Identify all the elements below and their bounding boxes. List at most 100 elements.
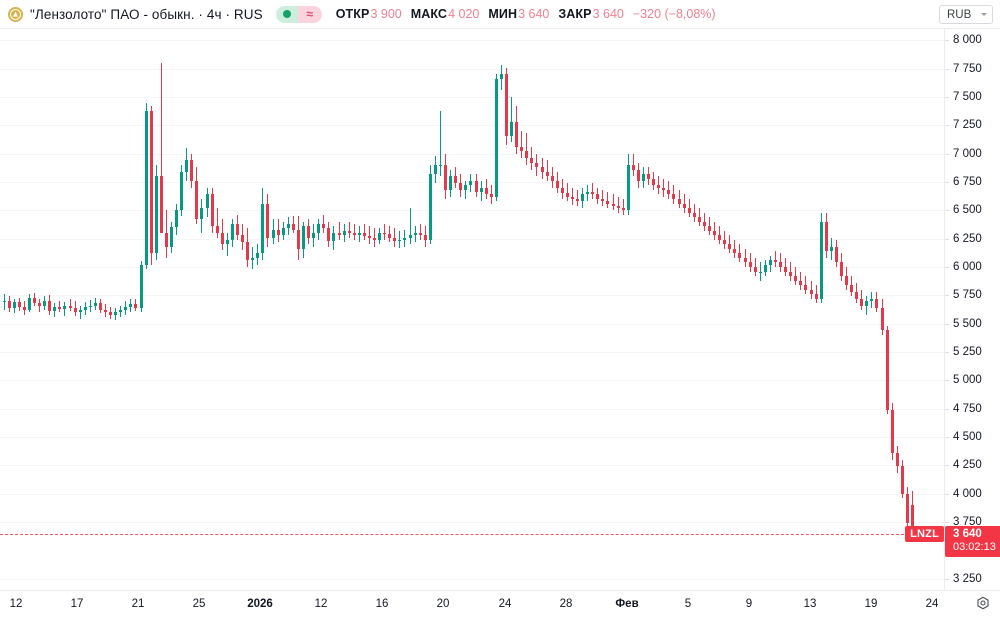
market-open-dot-icon[interactable] [275,5,298,23]
price-axis-tick [945,494,949,495]
price-axis-tick [945,352,949,353]
time-axis-label: 19 [864,598,878,610]
ohlc-high-label: МАКС [410,7,448,21]
price-axis-tick [945,154,949,155]
price-axis-label: 7 000 [953,147,982,160]
last-price-badge[interactable]: 3 640 03:02:13 [945,526,1000,557]
ohlc-readout: ОТКР 3 900 МАКС 4 020 МИН 3 640 ЗАКР 3 6… [336,7,716,21]
price-axis-label: 5 750 [953,289,982,302]
price-axis-tick [945,522,949,523]
price-axis-label: 8 000 [953,34,982,47]
price-axis-tick [945,182,949,183]
price-axis-label: 7 750 [953,62,982,75]
market-status-pills[interactable]: ≈ [275,5,322,23]
ohlc-close-label: ЗАКР [558,7,592,21]
price-axis-label: 6 500 [953,204,982,217]
time-axis-label: 12 [314,598,328,610]
time-axis-label: 13 [803,598,817,610]
price-axis-label: 6 250 [953,232,982,245]
time-axis-label: 28 [559,598,573,610]
gear-icon[interactable] [975,596,991,617]
chart-header: "Лензолото" ПАО - обыкн. · 4ч · RUS ≈ ОТ… [0,0,1000,29]
price-axis-label: 6 750 [953,176,982,188]
ticker-badge[interactable]: LNZL [905,526,944,542]
ohlc-open-value: 3 900 [370,7,402,21]
currency-select-value: RUB [947,8,972,21]
price-axis-label: 5 000 [953,374,982,387]
gridline [0,182,944,183]
time-axis-label: 9 [745,598,753,610]
price-axis-tick [945,437,949,438]
price-axis[interactable]: 3 640 03:02:13 8 000 7 750 7 500 7 250 7 000… [944,29,1000,590]
price-axis-label: 4 750 [953,402,982,415]
gridline [0,239,944,240]
wave-approx-icon[interactable]: ≈ [297,5,322,23]
ohlc-low-value: 3 640 [518,7,550,21]
gridline [0,295,944,296]
time-axis-label: 2026 [247,598,273,610]
price-axis-tick [945,579,949,580]
last-price-value: 3 640 [953,528,982,540]
gold-company-logo-icon [8,6,23,22]
gridline [0,494,944,495]
gridline [0,465,944,466]
ohlc-low-label: МИН [488,7,518,21]
chart-gridlines [0,29,944,590]
price-axis-tick [945,210,949,211]
time-axis-label: 20 [436,598,450,610]
gridline [0,154,944,155]
bar-countdown: 03:02:13 [953,541,996,553]
gridline [0,324,944,325]
chart-pane[interactable]: LNZL TradingView [0,29,944,590]
gridline [0,380,944,381]
gridline [0,409,944,410]
price-axis-tick [945,97,949,98]
time-axis-label: 25 [192,598,206,610]
tradingview-logo-icon [14,589,50,590]
price-axis-label: 4 000 [953,487,982,500]
price-axis-tick [945,239,949,240]
price-axis-label: 7 500 [953,91,982,103]
currency-select[interactable]: RUB [939,5,993,24]
gridline [0,522,944,523]
gridline [0,69,944,70]
price-axis-label: 5 250 [953,346,982,358]
gridline [0,125,944,126]
price-axis-tick [945,465,949,466]
time-axis-label: 17 [70,598,84,610]
ohlc-change-value: −320 (−8,08%) [632,7,716,21]
symbol-title[interactable]: "Лензолото" ПАО - обыкн. · 4ч · RUS [30,6,263,22]
ohlc-open-label: ОТКР [335,7,370,21]
price-axis-label: 7 250 [953,119,982,132]
price-axis-label: 6 000 [953,261,982,273]
price-axis-tick [945,267,949,268]
price-axis-tick [945,324,949,325]
price-axis-label: 4 250 [953,459,982,472]
price-axis-tick [945,409,949,410]
time-axis-label: 5 [684,598,692,610]
gridline [0,267,944,268]
time-axis-label: 21 [131,598,145,610]
price-axis-label: 3 750 [953,516,982,528]
ohlc-close-value: 3 640 [592,7,624,21]
time-axis-label: 16 [375,598,389,610]
price-axis-tick [945,40,949,41]
chevron-down-icon [981,13,987,16]
price-axis-label: 5 500 [953,317,982,330]
candlestick-series [0,29,944,590]
gridline [0,210,944,211]
price-axis-tick [945,125,949,126]
tradingview-branding: TradingView [14,589,177,590]
gridline [0,437,944,438]
time-axis-label: 24 [925,598,939,610]
time-axis-label: Фев [615,598,639,610]
gridline [0,352,944,353]
time-axis-label: 24 [498,598,512,610]
status-dot [282,10,291,18]
time-axis[interactable]: 12 17 21 25 2026 12 16 20 24 28 Фев 5 9 13 19 24 [0,590,1000,619]
price-axis-tick [945,69,949,70]
gridline [0,40,944,41]
gridline [0,97,944,98]
price-axis-label: 3 250 [953,572,982,585]
time-axis-label: 12 [9,598,23,610]
